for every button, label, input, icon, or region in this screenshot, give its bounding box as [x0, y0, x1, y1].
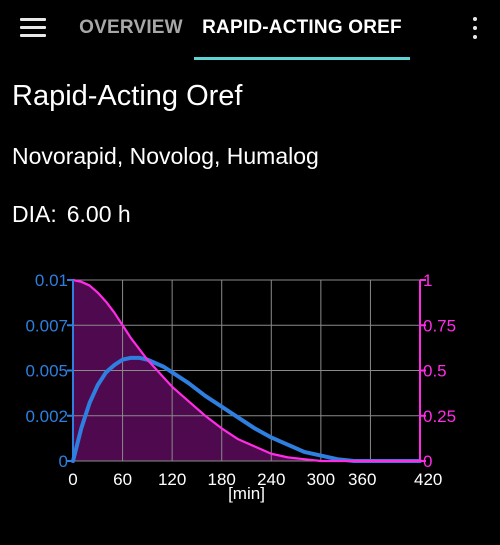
- dia-label: DIA:: [12, 201, 57, 227]
- left-tick-label: 0.01: [35, 271, 68, 290]
- x-tick-label: 240: [257, 470, 285, 489]
- x-tick-label: 60: [113, 470, 132, 489]
- dia-value: 6.00 h: [66, 201, 131, 227]
- profile-title: Rapid-Acting Oref: [12, 80, 243, 112]
- right-tick-label: 0.75: [423, 316, 456, 335]
- tab-overview[interactable]: OVERVIEW: [79, 17, 183, 38]
- x-tick-label: 360: [348, 470, 376, 489]
- x-axis-label: [min]: [228, 484, 265, 503]
- right-tick-label: 0.25: [423, 407, 456, 426]
- x-tick-label: 0: [68, 470, 77, 489]
- left-tick-label: 0.005: [25, 362, 68, 381]
- x-tick-label: 180: [208, 470, 236, 489]
- kebab-menu-icon[interactable]: [466, 14, 484, 42]
- active-tab-indicator: [194, 57, 410, 60]
- right-tick-label: 0: [423, 452, 432, 471]
- iob-curve: [71, 278, 422, 463]
- tab-rapid-acting-oref[interactable]: RAPID-ACTING OREF: [202, 17, 402, 38]
- left-tick-label: 0.002: [25, 407, 68, 426]
- app-toolbar: OVERVIEW RAPID-ACTING OREF: [0, 0, 500, 62]
- right-tick-label: 0.5: [423, 362, 447, 381]
- left-tick-label: 0: [59, 452, 68, 471]
- insulin-brands: Novorapid, Novolog, Humalog: [12, 143, 319, 169]
- left-tick-label: 0.007: [25, 316, 68, 335]
- dia-row: DIA: 6.00 h: [12, 201, 131, 228]
- hamburger-menu-icon[interactable]: [20, 17, 46, 39]
- right-tick-label: 1: [423, 271, 432, 290]
- x-tick-label: 120: [158, 470, 186, 489]
- x-tick-label: 300: [307, 470, 335, 489]
- x-tick-label: 420: [414, 470, 442, 489]
- insulin-activity-chart: 0 0.002 0.005 0.007 0.01 0 0.25 0.5 0.75 1 0 60 120 1…: [25, 271, 456, 503]
